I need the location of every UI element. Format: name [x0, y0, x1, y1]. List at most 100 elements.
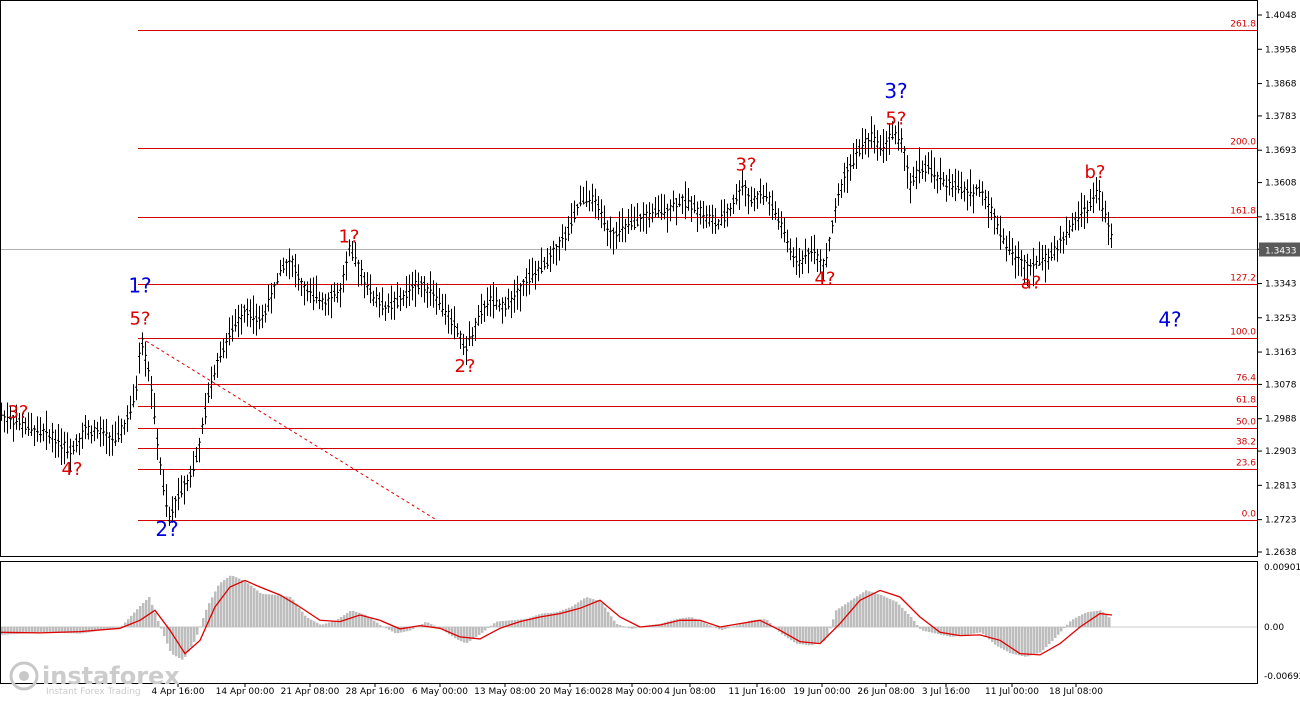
macd-histogram-bar — [697, 620, 700, 627]
macd-histogram-bar — [619, 625, 622, 627]
macd-histogram-bar — [724, 627, 727, 629]
price-bar — [468, 321, 471, 346]
macd-histogram-bar — [76, 627, 79, 634]
price-bar — [327, 293, 330, 316]
macd-histogram-bar — [463, 627, 466, 643]
macd-histogram-bar — [142, 603, 145, 627]
price-bar — [654, 197, 657, 217]
price-bar — [321, 292, 324, 310]
price-bar — [51, 423, 54, 453]
price-bar — [384, 301, 387, 320]
macd-histogram-bar — [895, 602, 898, 627]
current-price-label: 1.3433 — [1265, 247, 1297, 257]
price-bar — [291, 255, 294, 277]
macd-histogram-bar — [43, 627, 46, 632]
macd-histogram-bar — [913, 621, 916, 627]
price-bar — [840, 179, 843, 198]
macd-histogram-bar — [886, 598, 889, 627]
macd-histogram-bar — [994, 627, 997, 645]
fib-label-0-0: 0.0 — [1242, 510, 1257, 520]
macd-histogram-bar — [607, 612, 610, 627]
price-bar — [501, 297, 504, 323]
macd-histogram-bar — [40, 627, 43, 632]
macd-histogram-bar — [415, 627, 418, 628]
macd-histogram-bar — [469, 627, 472, 641]
price-bar — [219, 342, 222, 363]
macd-histogram-bar — [238, 579, 241, 627]
price-bar — [75, 434, 78, 452]
time-tick-label: 13 May 08:00 — [474, 687, 536, 697]
price-bar — [618, 211, 621, 242]
macd-histogram-bar — [304, 616, 307, 627]
wave-label: 3? — [735, 154, 756, 175]
macd-histogram-bar — [1087, 612, 1090, 627]
price-bar — [462, 334, 465, 355]
macd-tick-label: -0.00692 — [1264, 672, 1300, 682]
price-bar — [1110, 223, 1113, 248]
macd-histogram-bar — [991, 627, 994, 642]
price-bar — [126, 405, 129, 432]
macd-histogram-bar — [133, 613, 136, 627]
price-bar — [933, 157, 936, 189]
macd-histogram-bar — [1063, 627, 1066, 628]
price-bar — [675, 198, 678, 225]
macd-histogram-bar — [226, 578, 229, 627]
price-bar — [747, 188, 750, 214]
price-tick-label: 1.2988 — [1265, 415, 1297, 425]
macd-histogram-bar — [820, 627, 823, 642]
macd-histogram-bar — [1057, 627, 1060, 635]
price-bar — [660, 194, 663, 220]
price-bar — [459, 331, 462, 349]
price-bar — [1092, 183, 1095, 214]
price-bar — [261, 305, 264, 328]
macd-histogram-bar — [976, 627, 979, 633]
macd-histogram-bar — [907, 614, 910, 627]
macd-histogram-bar — [688, 617, 691, 627]
macd-histogram-bar — [1078, 616, 1081, 627]
price-bar — [315, 276, 318, 304]
price-bar — [981, 181, 984, 205]
price-bar — [57, 424, 60, 457]
price-bar — [672, 191, 675, 212]
price-bar — [228, 317, 231, 345]
price-bar — [360, 260, 363, 286]
price-bar — [486, 287, 489, 316]
price-bar — [48, 429, 51, 444]
macd-histogram-bar — [496, 622, 499, 627]
price-bar — [684, 181, 687, 219]
macd-histogram-bar — [331, 622, 334, 627]
macd-histogram-bar — [232, 576, 235, 627]
price-bar — [297, 264, 300, 290]
price-bar — [282, 258, 285, 274]
price-bar — [744, 180, 747, 206]
macd-histogram-bar — [832, 619, 835, 627]
price-bar — [258, 306, 261, 330]
price-bar — [1002, 228, 1005, 244]
price-bar — [156, 428, 159, 460]
price-bar — [336, 283, 339, 303]
price-bar — [996, 216, 999, 235]
macd-histogram-bar — [685, 618, 688, 627]
price-bar — [3, 410, 6, 432]
price-bar — [492, 282, 495, 318]
price-bar — [1044, 245, 1047, 283]
price-bar — [1086, 200, 1089, 223]
fib-label-161-8: 161.8 — [1230, 207, 1256, 217]
price-bar — [507, 289, 510, 310]
price-bar — [453, 306, 456, 339]
price-bar — [411, 272, 414, 300]
price-bar — [738, 180, 741, 210]
macd-histogram-bar — [301, 612, 304, 627]
macd-histogram-bar — [262, 594, 265, 627]
macd-histogram-bar — [10, 627, 13, 634]
price-bar — [243, 305, 246, 323]
macd-histogram-bar — [313, 621, 316, 627]
time-tick-label: 20 May 16:00 — [539, 687, 601, 697]
price-bar — [762, 185, 765, 205]
macd-histogram-bar — [4, 627, 7, 635]
price-bar — [1107, 212, 1110, 245]
price-bar — [324, 294, 327, 316]
macd-histogram-bar — [466, 627, 469, 643]
macd-histogram-bar — [616, 624, 619, 627]
price-bar — [198, 438, 201, 462]
